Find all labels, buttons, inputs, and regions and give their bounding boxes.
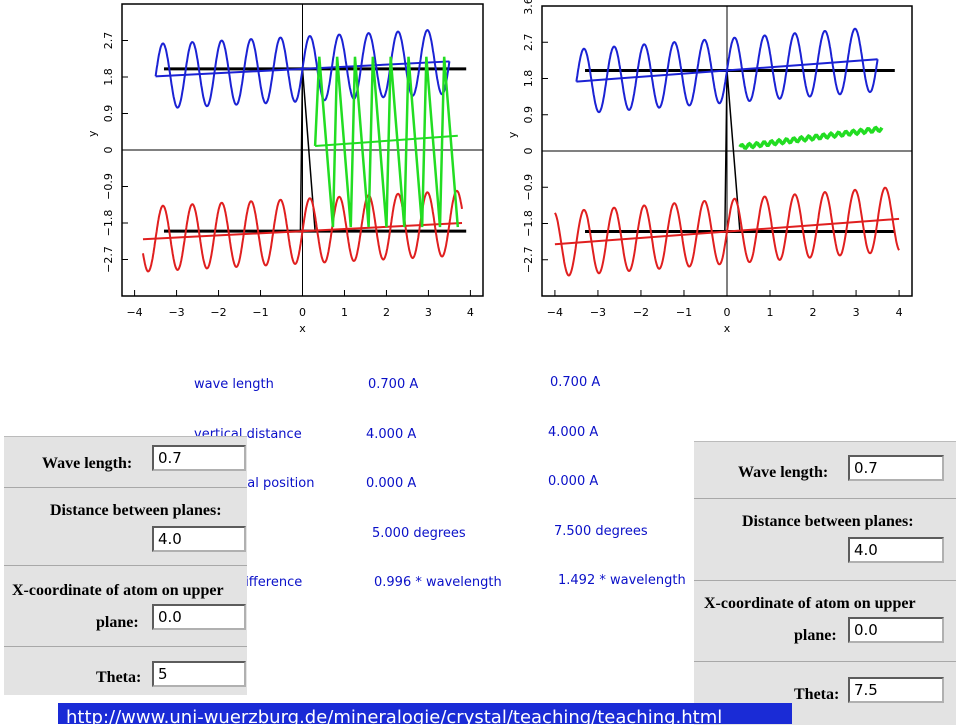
y-tick-label: 1.8 [102, 68, 115, 86]
param-value: 4.000 A [548, 424, 599, 440]
x-tick-label: −1 [676, 306, 692, 319]
x-tick-label: 4 [896, 306, 903, 319]
x-axis-label: x [299, 322, 306, 335]
x-tick-label: −1 [252, 306, 268, 319]
param-value: 0.000 A [366, 476, 417, 491]
parameter-form-left: Wave length: Distance between planes: X-… [4, 436, 247, 695]
y-tick-label: 0.9 [522, 106, 535, 124]
y-tick-label: 1.8 [522, 70, 535, 88]
param-value: 0.700 A [550, 375, 601, 390]
path-difference-line [738, 125, 884, 150]
lower-wave-envelope [554, 217, 900, 246]
path-difference-line [315, 134, 458, 147]
xcoord-label-line1: X-coordinate of atom on upper [704, 595, 916, 612]
path-difference-zigzag [313, 56, 460, 228]
param-value: 1.492 * wavelength [558, 573, 686, 588]
xcoord-label-line1: X-coordinate of atom on upper [12, 582, 224, 599]
y-tick-label: 0.9 [102, 105, 115, 123]
y-tick-label: −0.9 [102, 173, 115, 200]
param-label: wave length [194, 377, 274, 392]
wave-plot-right: −4 −3 −2 −1 0 1 2 3 4 −2.7 −1.8 −0.9 0 0.9 1.8 2.7 3.6 x y [505, 0, 925, 345]
wave-length-label: Wave length: [42, 455, 133, 472]
distance-input[interactable] [848, 537, 944, 563]
y-tick-label: 2.7 [102, 32, 115, 50]
params-left-values: 0.700 A 4.000 A 0.000 A 5.000 degrees 0.… [366, 344, 502, 608]
y-axis-label: y [86, 130, 99, 137]
y-tick-label: −1.8 [522, 210, 535, 237]
wave-plot-right-svg: −4 −3 −2 −1 0 1 2 3 4 −2.7 −1.8 −0.9 0 0.9 1.8 2.7 3.6 x y [506, 0, 913, 335]
form-row-wave-length: Wave length: [4, 437, 247, 488]
x-tick-label: 1 [341, 306, 348, 319]
x-tick-label: −4 [547, 306, 563, 319]
params-right-values: 0.700 A 4.000 A 0.000 A 7.500 degrees 1.… [548, 342, 686, 606]
wave-length-input[interactable] [848, 455, 944, 481]
x-tick-label: 4 [467, 306, 474, 319]
wave-length-input[interactable] [152, 445, 246, 471]
x-tick-label: 2 [810, 306, 817, 319]
upper-wave-envelope [155, 60, 450, 78]
param-value: 0.996 * wavelength [374, 575, 502, 590]
form-row-wave-length: Wave length: [694, 442, 956, 499]
url-text: http://www.uni-wuerzburg.de/mineralogie/… [66, 707, 723, 724]
param-value: 4.000 A [366, 426, 417, 442]
form-row-distance: Distance between planes: [694, 499, 956, 581]
x-tick-label: 0 [299, 306, 306, 319]
x-tick-label: −3 [590, 306, 606, 319]
y-tick-label: −2.7 [522, 246, 535, 273]
theta-input[interactable] [152, 661, 246, 687]
param-value: 0.700 A [368, 377, 419, 392]
distance-input[interactable] [152, 526, 246, 552]
lower-wave-envelope [142, 222, 463, 241]
theta-label: Theta: [96, 669, 142, 686]
theta-label: Theta: [794, 686, 840, 703]
y-tick-label: −2.7 [102, 246, 115, 273]
xcoord-label-line2: plane: [96, 614, 139, 631]
y-tick-label: 0 [102, 147, 115, 154]
x-tick-label: 1 [767, 306, 774, 319]
x-tick-label: 0 [724, 306, 731, 319]
parameter-form-right: Wave length: Distance between planes: X-… [694, 441, 956, 725]
param-value: 0.000 A [548, 474, 599, 489]
y-tick-label: −1.8 [102, 210, 115, 237]
distance-label: Distance between planes: [742, 513, 914, 530]
form-row-xcoord: X-coordinate of atom on upper plane: [4, 566, 247, 647]
y-tick-label: 3.6 [522, 0, 535, 15]
form-row-distance: Distance between planes: [4, 488, 247, 566]
upper-wave-envelope [576, 58, 878, 83]
form-row-theta: Theta: [694, 662, 956, 725]
x-axis-label: x [724, 322, 731, 335]
x-tick-label: −4 [126, 306, 142, 319]
xcoord-label-line2: plane: [794, 627, 837, 644]
xcoord-input[interactable] [848, 617, 944, 643]
form-row-xcoord: X-coordinate of atom on upper plane: [694, 581, 956, 662]
y-tick-label: −0.9 [522, 174, 535, 201]
form-row-theta: Theta: [4, 647, 247, 695]
url-bar[interactable]: http://www.uni-wuerzburg.de/mineralogie/… [58, 703, 792, 724]
x-tick-label: −2 [210, 306, 226, 319]
x-tick-label: −2 [633, 306, 649, 319]
wave-plot-left-svg: −4 −3 −2 −1 0 1 2 3 4 −2.7 −1.8 −0.9 0 0.9 1.8 2.7 x y [86, 3, 484, 335]
theta-input[interactable] [848, 677, 944, 703]
param-value: 5.000 degrees [372, 525, 466, 541]
x-tick-label: 3 [853, 306, 860, 319]
wave-plot-left: −4 −3 −2 −1 0 1 2 3 4 −2.7 −1.8 −0.9 0 0.9 1.8 2.7 x y [85, 0, 485, 345]
param-value: 7.500 degrees [554, 523, 648, 539]
y-tick-label: 2.7 [522, 34, 535, 52]
x-tick-label: 2 [383, 306, 390, 319]
y-axis-label: y [506, 131, 519, 138]
y-tick-label: 0 [522, 148, 535, 155]
x-tick-label: −3 [168, 306, 184, 319]
x-tick-label: 3 [425, 306, 432, 319]
wave-length-label: Wave length: [738, 464, 829, 481]
distance-label: Distance between planes: [50, 502, 222, 519]
xcoord-input[interactable] [152, 604, 246, 630]
